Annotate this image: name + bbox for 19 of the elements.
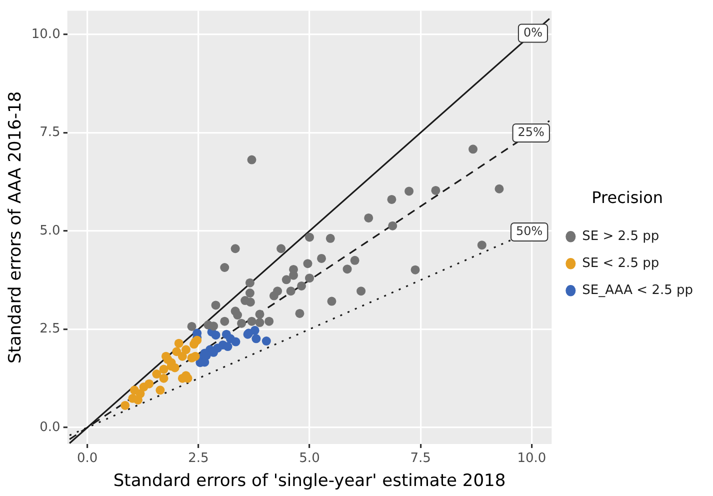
legend-label: SE_AAA < 2.5 pp (582, 282, 694, 298)
y-tick-label: 0.0 (40, 420, 60, 435)
x-tick-label: 7.5 (410, 451, 431, 466)
legend-label: SE > 2.5 pp (582, 228, 660, 244)
y-axis-title: Standard errors of AAA 2016-18 (6, 91, 26, 364)
y-tick-label: 5.0 (40, 223, 60, 238)
x-tick-label: 0.0 (76, 451, 98, 466)
x-axis-title: Standard errors of 'single-year' estimate 2018 (113, 471, 506, 492)
series-label: 25% (518, 125, 544, 140)
x-tick-label: 10.0 (517, 451, 546, 466)
y-tick-label: 7.5 (40, 125, 60, 140)
legend-title: Precision (592, 188, 664, 208)
series-label: 0% (523, 25, 542, 40)
series-label: 50% (516, 224, 543, 238)
x-tick-label: 5.0 (299, 451, 320, 466)
x-tick-label: 2.5 (188, 451, 209, 466)
y-tick-label: 2.5 (40, 322, 60, 337)
legend-label: SE < 2.5 pp (582, 256, 660, 271)
y-tick-label: 10.0 (31, 26, 60, 42)
